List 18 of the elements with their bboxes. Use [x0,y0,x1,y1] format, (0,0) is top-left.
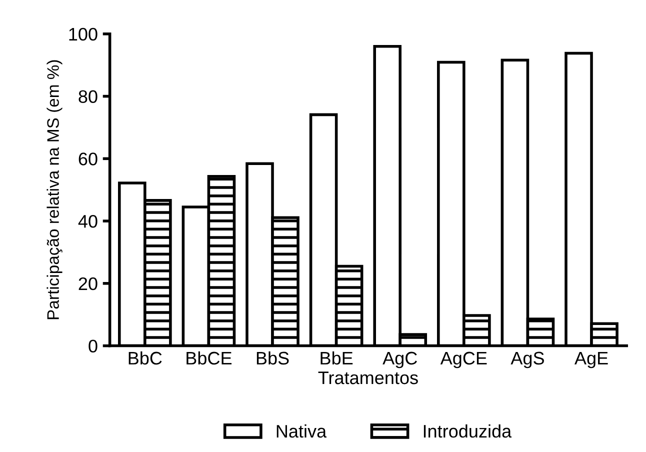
y-axis-title: Participação relativa na MS (em %) [46,60,62,320]
x-tick-label: AgS [510,352,544,368]
y-tick-label: 80 [78,90,98,103]
x-tick-label: BbCE [186,351,232,365]
y-tick-label: 100 [69,28,98,41]
x-tick-label: AgE [574,352,608,368]
y-tick-label: 40 [78,214,98,228]
x-tick-label: BbE [320,351,353,365]
x-tick-label: AgCE [440,352,487,368]
legend-label: Introduzida [424,424,512,438]
y-tick-label: 20 [78,277,98,290]
y-tick-label: 60 [78,152,98,166]
x-tick-label: BbC [128,351,162,365]
y-tick-label: 0 [88,340,98,352]
x-axis-title: Tratamentos [318,372,418,384]
x-tick-label: AgC [382,352,417,368]
x-tick-label: BbS [256,351,289,365]
legend-label: Nativa [276,424,327,438]
